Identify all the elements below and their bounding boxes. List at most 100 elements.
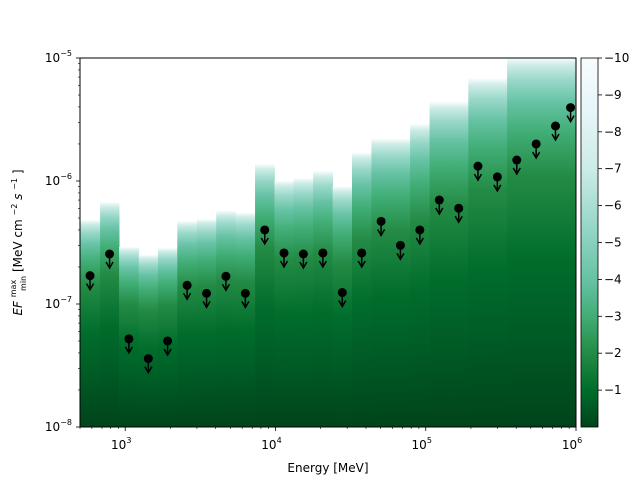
colorbar-tick-label: −9: [604, 88, 622, 102]
heatmap-bin: [100, 202, 120, 427]
upper-limit-marker: [337, 288, 347, 298]
upper-limit-marker: [221, 271, 231, 281]
upper-limit-point: [279, 248, 289, 269]
upper-limit-marker: [240, 288, 250, 298]
y-axis-label: EF max min [MeV cm −2 s −1 ]: [5, 169, 29, 315]
heatmap-bin: [565, 58, 577, 427]
x-tick-label: 103: [111, 436, 131, 452]
colorbar: −1 −2 −3 −4 −5 −6 −7 −8 −9 −10: [580, 51, 629, 428]
upper-limit-point: [551, 121, 561, 142]
upper-limit-arrow-head: [357, 260, 366, 269]
heatmap-bin: [255, 164, 275, 427]
heatmap-bin: [80, 220, 101, 427]
colorbar-tick-label: −4: [604, 272, 622, 286]
upper-limit-marker: [163, 336, 173, 346]
y-label-units-exp1: −2: [10, 204, 19, 216]
y-label-units-mid: s: [11, 194, 25, 200]
upper-limit-arrow-head: [299, 261, 308, 270]
upper-limit-point: [240, 288, 250, 309]
heatmap-bin: [352, 152, 372, 427]
upper-limit-arrow-head: [105, 261, 114, 270]
upper-limit-point: [376, 216, 386, 237]
upper-limit-marker: [357, 248, 367, 258]
upper-limit-arrow-head: [473, 173, 483, 182]
x-axis-ticks: 103 104 105 106: [79, 427, 582, 452]
heatmap-bin: [216, 211, 237, 427]
upper-limit-arrow-head: [376, 228, 386, 237]
upper-limit-marker: [566, 103, 576, 113]
upper-limit-marker: [551, 121, 561, 131]
heatmap-bin: [429, 101, 450, 428]
upper-limit-arrow-head: [163, 348, 172, 357]
upper-limit-point: [337, 288, 347, 308]
heatmap-bin: [526, 58, 547, 427]
upper-limit-marker: [85, 271, 95, 281]
colorbar-tick-label: −3: [604, 309, 622, 323]
upper-limit-arrow-head: [279, 260, 289, 269]
y-tick-label: 10−6: [45, 172, 72, 188]
upper-limit-marker: [298, 249, 308, 259]
heatmap-bin: [468, 78, 488, 427]
upper-limit-arrow-head: [435, 207, 444, 216]
upper-limit-point: [512, 155, 522, 176]
upper-limit-marker: [473, 161, 483, 171]
heatmap-bin: [487, 78, 508, 427]
upper-limit-marker: [492, 172, 502, 182]
y-tick-label: 10−5: [45, 49, 72, 65]
upper-limit-point: [298, 249, 308, 270]
upper-limit-marker: [182, 280, 192, 290]
upper-limit-marker: [260, 225, 270, 235]
upper-limit-arrow-head: [124, 346, 134, 355]
upper-limit-arrow-head: [318, 260, 328, 269]
y-label-sup: max: [9, 280, 18, 298]
y-label-sub: min: [19, 276, 28, 291]
upper-limit-arrow-head: [202, 301, 211, 309]
x-tick-label: 105: [412, 436, 432, 452]
upper-limit-marker: [279, 248, 289, 258]
upper-limit-arrow-head: [221, 283, 231, 292]
y-tick-label: 10−8: [45, 418, 72, 434]
upper-limit-marker: [105, 249, 115, 259]
upper-limit-marker: [434, 195, 444, 205]
heatmap-bin: [177, 221, 198, 427]
heatmap-bin: [313, 171, 334, 427]
upper-limit-arrow-head: [532, 151, 541, 160]
upper-limit-marker: [318, 248, 328, 258]
upper-limit-point: [566, 103, 576, 124]
upper-limit-arrow-head: [512, 167, 521, 176]
upper-limit-point: [163, 336, 173, 357]
upper-limit-point: [434, 195, 444, 216]
upper-limit-marker: [376, 216, 386, 226]
heatmap-bin: [235, 212, 256, 427]
upper-limit-marker: [143, 354, 153, 364]
y-label-units: [MeV cm: [11, 219, 25, 272]
upper-limit-point: [202, 288, 212, 309]
heatmap-bin: [545, 58, 566, 427]
upper-limit-point: [182, 280, 192, 301]
colorbar-tick-label: −1: [604, 383, 622, 397]
upper-limit-point: [143, 354, 153, 375]
heatmap-bin: [293, 178, 314, 427]
y-tick-label: 10−7: [45, 295, 72, 311]
upper-limit-marker: [415, 225, 425, 235]
upper-limit-arrow-head: [144, 366, 153, 375]
upper-limit-marker: [531, 139, 541, 149]
y-axis-ticks: 10−8 10−7 10−6 10−5: [45, 49, 80, 434]
heatmap-bin: [371, 138, 392, 427]
upper-limit-point: [454, 203, 464, 224]
heatmap-bin: [390, 138, 411, 427]
upper-limit-arrow-head: [338, 300, 347, 308]
upper-limit-arrow-head: [241, 301, 250, 309]
upper-limit-point: [492, 172, 502, 193]
heatmap-bin: [410, 124, 430, 427]
upper-limit-arrow-head: [260, 237, 269, 246]
colorbar-tick-label: −8: [604, 125, 622, 139]
upper-limit-arrow-head: [454, 215, 463, 224]
upper-limit-point: [260, 225, 270, 246]
upper-limit-arrow-head: [415, 237, 424, 246]
heatmap-bin: [274, 181, 295, 427]
upper-limit-point: [357, 248, 367, 269]
x-axis-label: Energy [MeV]: [287, 461, 368, 475]
colorbar-tick-label: −6: [604, 199, 622, 213]
